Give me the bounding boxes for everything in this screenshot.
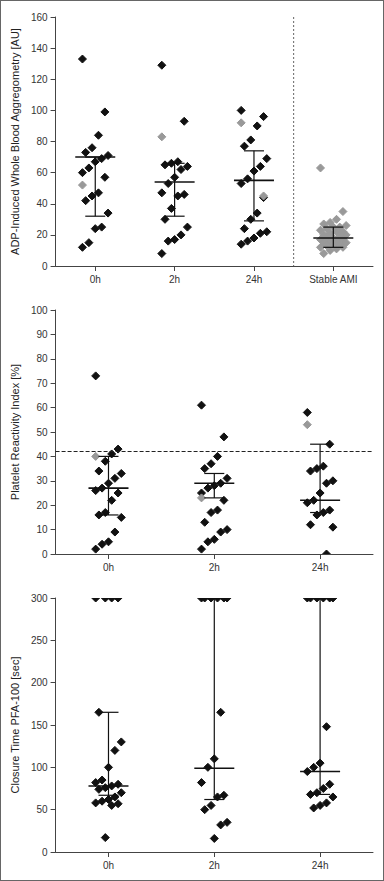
- svg-text:2h: 2h: [209, 562, 220, 573]
- svg-text:20: 20: [36, 500, 48, 511]
- svg-text:24h: 24h: [312, 562, 329, 573]
- svg-text:0: 0: [42, 261, 48, 272]
- svg-text:24h: 24h: [312, 860, 329, 871]
- svg-text:100: 100: [31, 762, 48, 773]
- svg-text:10: 10: [36, 524, 48, 535]
- svg-text:60: 60: [36, 167, 48, 178]
- svg-text:160: 160: [31, 12, 48, 23]
- svg-text:60: 60: [36, 402, 48, 413]
- svg-text:24h: 24h: [246, 274, 263, 285]
- svg-text:30: 30: [36, 475, 48, 486]
- svg-text:250: 250: [31, 635, 48, 646]
- svg-text:Stable AMI: Stable AMI: [309, 274, 357, 285]
- svg-text:50: 50: [36, 804, 48, 815]
- svg-text:0: 0: [42, 847, 48, 858]
- svg-text:40: 40: [36, 198, 48, 209]
- svg-text:70: 70: [36, 378, 48, 389]
- svg-text:2h: 2h: [169, 274, 180, 285]
- svg-text:ADP-Induced Whole Blood Aggreg: ADP-Induced Whole Blood Aggregometry [AU…: [9, 28, 21, 255]
- svg-text:50: 50: [36, 427, 48, 438]
- svg-text:100: 100: [31, 305, 48, 316]
- svg-text:40: 40: [36, 451, 48, 462]
- svg-text:140: 140: [31, 43, 48, 54]
- svg-text:0h: 0h: [103, 562, 114, 573]
- svg-text:Platelet Reactivity Index [%]: Platelet Reactivity Index [%]: [9, 364, 21, 500]
- svg-text:0h: 0h: [90, 274, 101, 285]
- svg-text:2h: 2h: [209, 860, 220, 871]
- svg-text:0: 0: [42, 549, 48, 560]
- svg-text:300: 300: [31, 593, 48, 604]
- svg-text:90: 90: [36, 329, 48, 340]
- svg-text:100: 100: [31, 105, 48, 116]
- svg-text:0h: 0h: [103, 860, 114, 871]
- svg-text:80: 80: [36, 353, 48, 364]
- svg-text:200: 200: [31, 677, 48, 688]
- svg-text:150: 150: [31, 720, 48, 731]
- svg-text:Closure Time PFA-100 [sec]: Closure Time PFA-100 [sec]: [9, 657, 21, 794]
- svg-text:120: 120: [31, 74, 48, 85]
- svg-text:80: 80: [36, 136, 48, 147]
- svg-text:20: 20: [36, 229, 48, 240]
